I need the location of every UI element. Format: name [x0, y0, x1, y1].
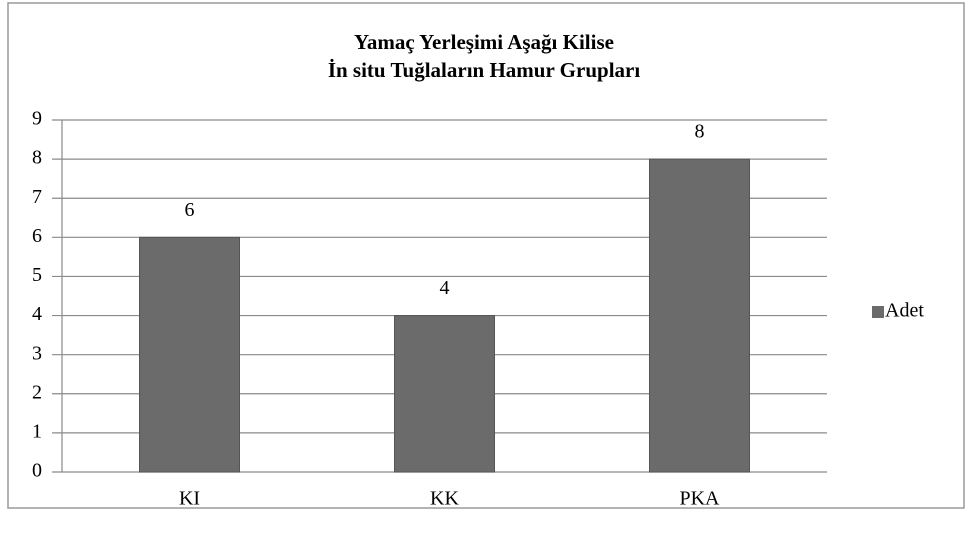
bar [649, 158, 750, 473]
bar [139, 236, 240, 473]
y-tick-label: 4 [32, 303, 42, 325]
chart-title: Yamaç Yerleşimi Aşağı Kilise [354, 30, 614, 54]
y-tick-label: 0 [32, 460, 42, 482]
y-tick-label: 1 [32, 420, 42, 442]
x-tick-label: KK [430, 488, 459, 510]
legend-label: Adet [885, 300, 924, 322]
y-tick-label: 8 [32, 147, 42, 169]
y-tick-label: 5 [32, 264, 42, 286]
data-label: 4 [440, 277, 450, 299]
y-tick-label: 7 [32, 186, 42, 208]
x-tick-label: KI [179, 488, 200, 510]
y-tick-label: 6 [32, 225, 42, 247]
data-label: 6 [185, 199, 195, 221]
y-tick-label: 2 [32, 381, 42, 403]
y-tick-label: 9 [32, 108, 42, 130]
y-tick-label: 3 [32, 342, 42, 364]
chart-title: İn situ Tuğlaların Hamur Grupları [328, 58, 641, 82]
bar [394, 315, 495, 473]
x-tick-label: PKA [679, 488, 720, 510]
legend-swatch [872, 306, 884, 318]
data-label: 8 [695, 121, 705, 143]
